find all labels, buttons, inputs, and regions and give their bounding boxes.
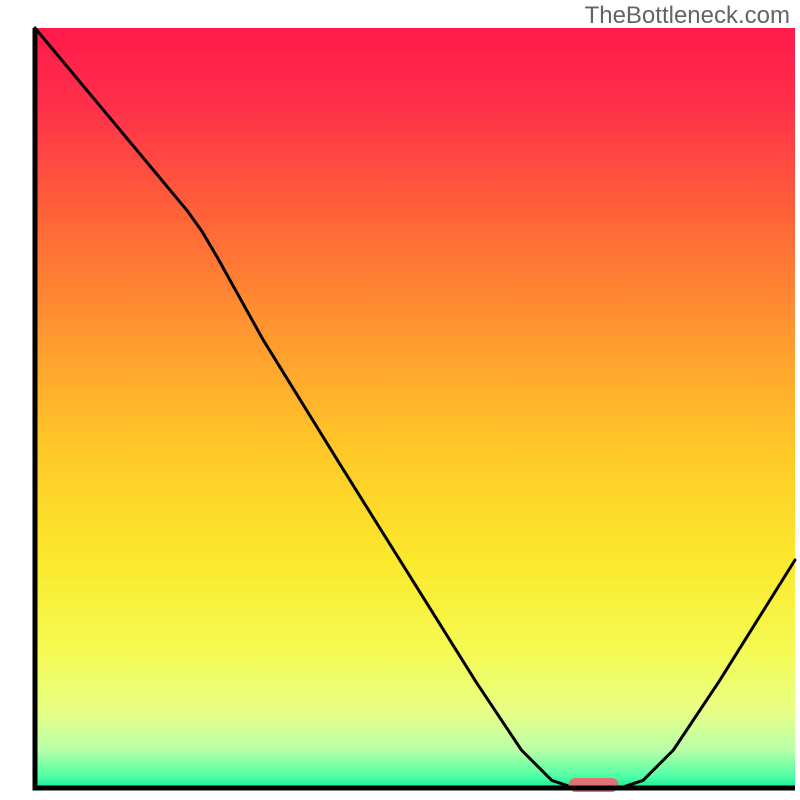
- bottleneck-chart: TheBottleneck.com: [0, 0, 800, 800]
- watermark-text: TheBottleneck.com: [585, 2, 790, 30]
- plot-background: [35, 28, 795, 788]
- chart-svg: [0, 0, 800, 800]
